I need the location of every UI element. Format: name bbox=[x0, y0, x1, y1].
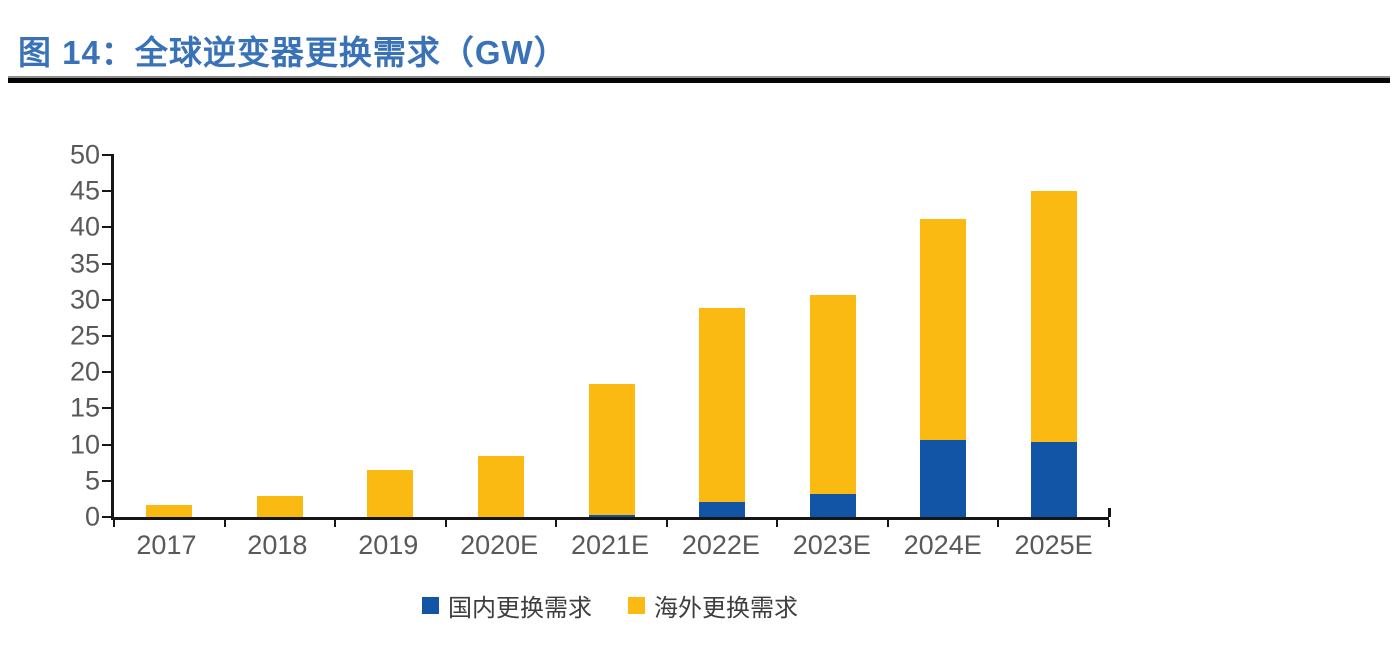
y-axis-tick bbox=[102, 190, 114, 193]
bar-segment-overseas bbox=[588, 383, 635, 515]
bar-segment-domestic bbox=[588, 514, 635, 517]
x-axis-tick bbox=[997, 520, 1000, 527]
chart-legend: 国内更换需求 海外更换需求 bbox=[111, 588, 1109, 623]
legend-item-domestic: 国内更换需求 bbox=[422, 588, 592, 623]
y-axis-tick-label: 45 bbox=[69, 175, 100, 206]
y-axis-tick-label: 30 bbox=[69, 284, 100, 315]
title-underline bbox=[8, 76, 1390, 83]
bar-segment-domestic bbox=[699, 501, 746, 517]
bar-segment-overseas bbox=[920, 219, 967, 441]
x-axis-label-2018: 2018 bbox=[247, 530, 308, 560]
bar-slot-2025E bbox=[999, 155, 1110, 517]
x-axis-label-2017: 2017 bbox=[136, 530, 197, 560]
bar-2017 bbox=[146, 505, 193, 517]
x-axis-tick bbox=[886, 520, 889, 527]
bar-segment-domestic bbox=[1030, 442, 1077, 517]
legend-label-domestic: 国内更换需求 bbox=[448, 595, 592, 622]
y-axis-tick bbox=[102, 407, 114, 410]
y-axis-tick-label: 35 bbox=[69, 248, 100, 279]
y-axis-tick-label: 0 bbox=[84, 501, 100, 532]
bar-2018 bbox=[256, 496, 303, 517]
bar-2023E bbox=[809, 295, 856, 517]
x-axis-labels: 2017 2018 2019 2020E 2021E 2022E 2023E 2024E 202… bbox=[111, 530, 1109, 561]
bar-slot-2019 bbox=[335, 155, 446, 517]
bar-segment-overseas bbox=[367, 469, 414, 517]
bar-2020E bbox=[477, 456, 524, 517]
bar-slot-2021E bbox=[556, 155, 667, 517]
bar-segment-overseas bbox=[699, 307, 746, 502]
x-axis-label-2022E: 2022E bbox=[681, 530, 760, 560]
y-axis-tick-label: 50 bbox=[69, 139, 100, 170]
bar-slot-2022E bbox=[667, 155, 778, 517]
bar-segment-overseas bbox=[477, 456, 524, 517]
y-axis-tick-label: 40 bbox=[69, 211, 100, 242]
bar-slot-2017 bbox=[114, 155, 225, 517]
x-axis-tick bbox=[113, 520, 115, 527]
y-axis-tick bbox=[102, 479, 114, 482]
x-axis-label-2024E: 2024E bbox=[903, 530, 982, 560]
legend-swatch-domestic-icon bbox=[422, 597, 439, 614]
y-axis-tick-label: 20 bbox=[69, 356, 100, 387]
bar-slot-2018 bbox=[225, 155, 336, 517]
x-axis-label-2021E: 2021E bbox=[570, 530, 650, 560]
y-axis-tick bbox=[102, 298, 114, 301]
bar-segment-domestic bbox=[809, 493, 856, 517]
y-axis-tick-label: 25 bbox=[69, 320, 100, 351]
x-axis-tick bbox=[334, 520, 337, 527]
x-axis-label-2025E: 2025E bbox=[1014, 530, 1093, 560]
y-axis-tick bbox=[102, 335, 114, 337]
y-axis-tick bbox=[102, 154, 114, 156]
bar-slot-2020E bbox=[446, 155, 557, 517]
legend-label-overseas: 海外更换需求 bbox=[654, 595, 798, 622]
y-axis-tick-label: 10 bbox=[69, 429, 100, 460]
bar-2022E bbox=[699, 307, 746, 517]
bar-segment-overseas bbox=[809, 295, 856, 494]
x-axis-tick bbox=[665, 520, 668, 527]
x-axis-tick bbox=[776, 520, 779, 527]
bar-2021E bbox=[588, 383, 635, 517]
x-axis-label-2019: 2019 bbox=[358, 530, 419, 560]
x-axis-label-2023E: 2023E bbox=[792, 530, 871, 560]
bar-segment-overseas bbox=[256, 496, 303, 517]
y-axis-tick-label: 5 bbox=[84, 465, 100, 496]
x-axis-tick bbox=[555, 520, 558, 527]
y-axis-tick bbox=[102, 443, 114, 446]
bar-2025E bbox=[1030, 190, 1077, 517]
y-axis-tick-label: 15 bbox=[69, 392, 100, 423]
y-axis-tick bbox=[102, 262, 114, 265]
bar-segment-overseas bbox=[1030, 190, 1077, 443]
bar-segment-domestic bbox=[920, 440, 967, 517]
plot-area bbox=[102, 154, 1111, 527]
y-axis-labels: 0 5 10 15 20 25 30 35 40 45 50 bbox=[0, 141, 100, 530]
y-axis-tick bbox=[102, 226, 114, 229]
y-axis-tick bbox=[102, 371, 114, 374]
x-axis-end-tick bbox=[1108, 508, 1111, 517]
bar-2024E bbox=[920, 219, 967, 517]
bar-slot-2023E bbox=[777, 155, 888, 517]
x-axis-label-2020E: 2020E bbox=[460, 530, 539, 560]
figure-title: 图 14：全球逆变器更换需求（GW） bbox=[18, 34, 568, 71]
bar-segment-overseas bbox=[146, 505, 193, 517]
y-axis-tick bbox=[102, 516, 114, 518]
bars bbox=[114, 155, 1109, 517]
bar-2019 bbox=[367, 469, 414, 517]
legend-item-overseas: 海外更换需求 bbox=[628, 588, 798, 623]
x-axis-tick bbox=[1108, 520, 1110, 527]
x-axis-tick bbox=[223, 520, 226, 527]
bar-slot-2024E bbox=[888, 155, 999, 517]
x-axis-tick bbox=[444, 520, 447, 527]
legend-swatch-overseas-icon bbox=[628, 597, 645, 614]
